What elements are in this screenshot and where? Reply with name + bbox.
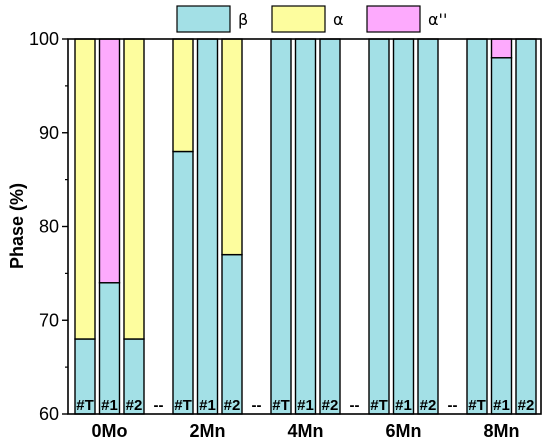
legend-label: α''	[428, 10, 447, 29]
bar-segment-beta	[515, 38, 537, 415]
group-separator: --	[350, 397, 360, 414]
bar-segment-alpha	[74, 38, 96, 340]
bar-segment-beta	[221, 253, 243, 415]
legend-swatch	[176, 5, 231, 33]
bar-sample-label: #2	[126, 397, 143, 414]
legend-label: β	[238, 10, 248, 29]
bar-labels-layer: #T #1 #2 #T #1 #2 #T #1 #2 #T #1 #2 #T #1 #2	[76, 397, 534, 414]
bar-segment-beta	[319, 38, 341, 415]
bar-sample-label: #1	[297, 397, 314, 414]
bar-segment-beta	[490, 57, 513, 415]
group-label: 6Mn	[386, 421, 422, 441]
y-tick-label: 90	[39, 123, 59, 143]
y-tick-label: 100	[29, 29, 59, 49]
bar-sample-label: #1	[101, 397, 118, 414]
bar-sample-label: #1	[199, 397, 216, 414]
bar-sample-label: #T	[468, 397, 486, 414]
bar-segment-beta	[270, 38, 292, 415]
bar-segment-alpha-double-prime	[490, 38, 513, 59]
group-label: 2Mn	[190, 421, 226, 441]
bar-segment-alpha	[172, 38, 194, 153]
bar-sample-label: #T	[370, 397, 388, 414]
bar-segment-beta	[294, 38, 317, 415]
legend-swatch	[366, 5, 421, 33]
bar-segment-beta	[392, 38, 415, 415]
bars-layer	[74, 38, 537, 415]
bar-segment-beta	[98, 282, 121, 415]
bar-sample-label: #2	[420, 397, 437, 414]
y-tick-label: 80	[39, 217, 59, 237]
group-separator: --	[154, 397, 164, 414]
group-label: 4Mn	[288, 421, 324, 441]
bar-sample-label: #2	[322, 397, 339, 414]
bar-segment-beta	[172, 150, 194, 415]
bar-sample-label: #T	[174, 397, 192, 414]
bar-segment-beta	[417, 38, 439, 415]
bar-segment-beta	[466, 38, 488, 415]
bar-segment-alpha-double-prime	[98, 38, 121, 284]
legend: β α α''	[176, 5, 447, 33]
y-tick-label: 70	[39, 310, 59, 330]
bar-sample-label: #1	[395, 397, 412, 414]
group-separator: --	[448, 397, 458, 414]
axes-layer: 0Mo 2Mn 4Mn 6Mn 8Mn 60 70 80 90 100	[29, 29, 542, 441]
bar-sample-label: #1	[493, 397, 510, 414]
bar-sample-label: #T	[76, 397, 94, 414]
bar-segment-alpha	[123, 38, 145, 340]
bar-segment-beta	[368, 38, 390, 415]
group-label: 0Mo	[92, 421, 128, 441]
bar-sample-label: #2	[224, 397, 241, 414]
bar-segment-beta	[196, 38, 219, 415]
group-label: 8Mn	[484, 421, 520, 441]
legend-swatch	[271, 5, 326, 33]
y-axis-title: Phase (%)	[7, 183, 27, 269]
bar-sample-label: #2	[518, 397, 535, 414]
legend-label: α	[333, 10, 344, 29]
separators-layer: -- -- -- --	[154, 397, 458, 414]
bar-sample-label: #T	[272, 397, 290, 414]
y-tick-label: 60	[39, 404, 59, 424]
bar-segment-alpha	[221, 38, 243, 256]
group-separator: --	[252, 397, 262, 414]
